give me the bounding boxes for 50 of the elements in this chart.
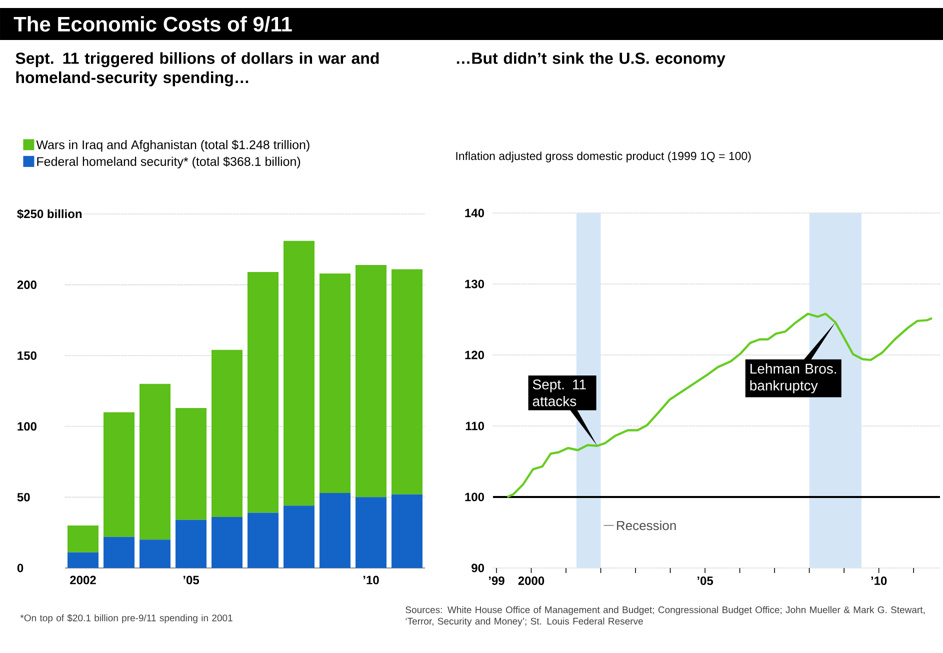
y-tick-label: 100 — [465, 492, 484, 502]
bar — [248, 512, 279, 568]
text: *On top of $20.1 billion pre-9/11 spending in 2001 — [20, 614, 232, 624]
bar — [68, 552, 99, 568]
bar — [284, 506, 315, 568]
y-tick-label: 150 — [18, 351, 36, 360]
bar — [68, 526, 99, 552]
bar — [176, 408, 207, 520]
x-tick-label: 2000 — [518, 576, 544, 586]
bar — [176, 520, 207, 568]
y-tick-label: 90 — [472, 564, 484, 572]
bar — [356, 497, 387, 568]
y-tick-label: 130 — [465, 280, 484, 288]
y-tick-label: 140 — [465, 208, 484, 218]
bar — [320, 273, 351, 493]
y-tick-label: 0 — [17, 564, 24, 572]
y-tick-label: 100 — [18, 422, 36, 431]
chart-title: The Economic Costs of 9/11 — [14, 16, 292, 32]
bar — [104, 536, 135, 568]
bar — [320, 492, 351, 568]
chart-title: …But didn’t sink the U.S. economy — [456, 52, 726, 68]
x-tick-label: ’05 — [183, 576, 200, 584]
x-tick-label: 2002 — [70, 576, 96, 584]
bar — [140, 540, 171, 568]
annotation: Sept. 11 attacks — [532, 380, 586, 406]
legend-label: Wars in Iraq and Afghanistan (total $1.248 trillion) — [36, 140, 310, 152]
y-tick-label: 200 — [17, 280, 36, 290]
bar — [104, 412, 135, 537]
y-tick-label: 110 — [466, 422, 484, 430]
x-tick-label: ’99 — [488, 576, 504, 586]
x-tick-label: ’10 — [363, 576, 379, 584]
y-tick-label: 50 — [17, 492, 30, 502]
chart-subtitle: Inflation adjusted gross domestic product (1999 1Q = 100) — [456, 152, 751, 162]
bar — [140, 384, 171, 540]
bar — [212, 517, 243, 568]
chart-subtitle: Sept. 11 triggered billions of dollars in war and homeland-security spending… — [16, 52, 379, 86]
bar — [356, 264, 387, 498]
x-tick-label: ’10 — [871, 576, 887, 586]
source-note: Sources: White House Office of Management and Budget; Congressional Budget Office; John Mueller & Mark G. Stewart, ‘Terror, Security and Money’; St. Louis Federal Reserve — [406, 606, 925, 626]
band-label: Recession — [617, 520, 676, 530]
bar — [392, 494, 423, 568]
bar — [248, 272, 279, 513]
y-tick-label: 120 — [465, 350, 484, 360]
bar — [392, 269, 423, 494]
annotation: Lehman Bros. bankruptcy — [750, 363, 836, 394]
x-tick-label: ’05 — [698, 576, 714, 586]
bar — [284, 240, 315, 506]
bar — [212, 350, 243, 518]
y-tick-label: $250 billion — [17, 209, 82, 219]
legend-label: Federal homeland security* (total $368.1 billion) — [37, 156, 300, 168]
